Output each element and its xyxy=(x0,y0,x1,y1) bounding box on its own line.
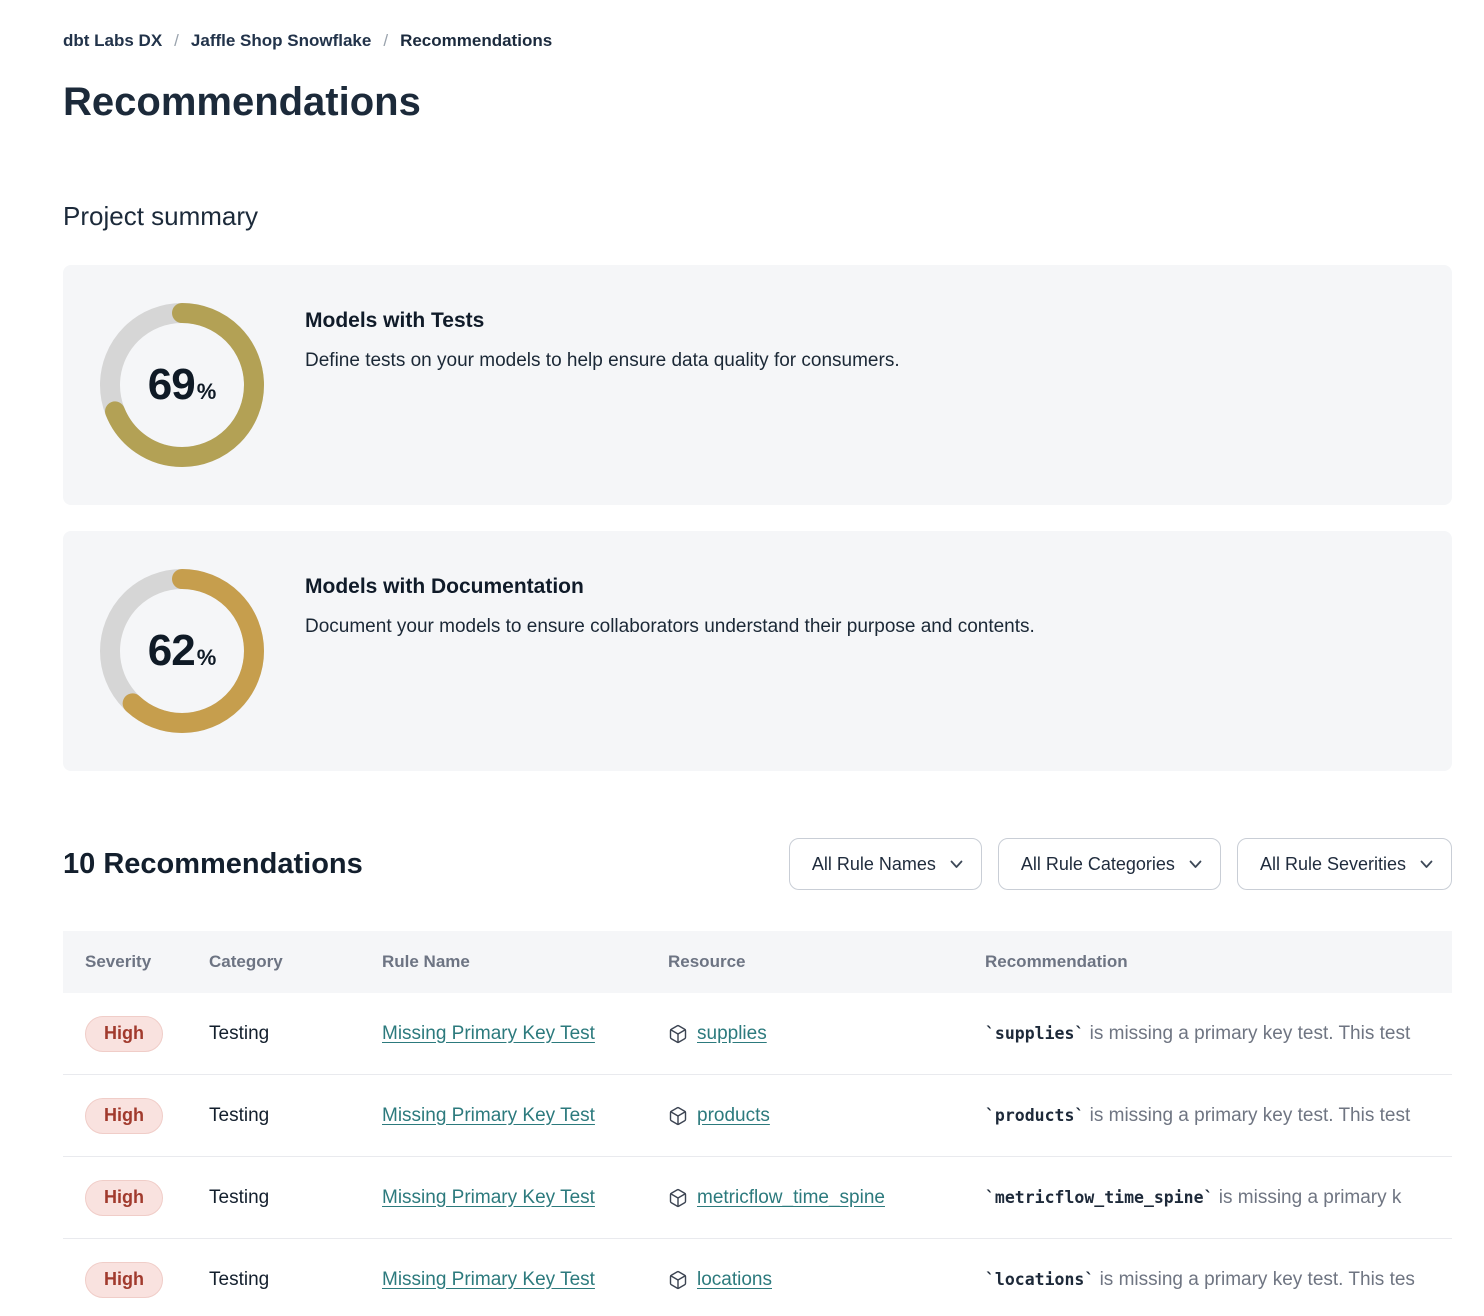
recommendation-code: `metricflow_time_spine` xyxy=(985,1187,1214,1207)
recommendations-table-body: High Testing Missing Primary Key Test su… xyxy=(63,993,1452,1316)
resource-link[interactable]: supplies xyxy=(697,1022,767,1044)
recommendation-code: `locations` xyxy=(985,1269,1095,1289)
table-row: High Testing Missing Primary Key Test me… xyxy=(63,1157,1452,1239)
recommendation-cell: `supplies` is missing a primary key test… xyxy=(985,1023,1452,1045)
recommendation-text: is missing a primary key test. This tes xyxy=(1099,1268,1415,1290)
card-title-models-with-documentation: Models with Documentation xyxy=(305,575,584,598)
card-description: Define tests on your models to help ensu… xyxy=(305,350,900,371)
rule-name-link[interactable]: Missing Primary Key Test xyxy=(382,1186,595,1208)
recommendation-text: is missing a primary k xyxy=(1218,1186,1402,1208)
recommendation-cell: `metricflow_time_spine` is missing a pri… xyxy=(985,1187,1452,1209)
percent-value: 62 xyxy=(147,626,196,675)
recommendations-count-heading: 10 Recommendations xyxy=(63,847,363,880)
filters-bar: All Rule Names All Rule Categories All R… xyxy=(788,838,1452,890)
donut-percent: 69 % xyxy=(100,303,264,467)
table-row: High Testing Missing Primary Key Test su… xyxy=(63,993,1452,1075)
severity-badge: High xyxy=(85,1261,163,1298)
recommendation-cell: `locations` is missing a primary key tes… xyxy=(985,1269,1452,1291)
donut-percent: 62 % xyxy=(100,569,264,733)
category-cell: Testing xyxy=(209,1104,270,1126)
category-cell: Testing xyxy=(209,1186,270,1208)
category-cell: Testing xyxy=(209,1022,270,1044)
percent-sign: % xyxy=(196,645,217,670)
recommendation-text: is missing a primary key test. This test xyxy=(1089,1022,1411,1044)
donut-svg xyxy=(100,303,264,467)
chevron-down-icon xyxy=(1189,860,1202,868)
recommendation-code: `supplies` xyxy=(985,1023,1085,1043)
resource-link[interactable]: locations xyxy=(697,1268,772,1290)
summary-card-documentation: 62 % Models with Documentation Document … xyxy=(63,531,1452,771)
percent-sign: % xyxy=(196,379,217,404)
chevron-down-icon xyxy=(1420,860,1433,868)
breadcrumb-item-environment[interactable]: Jaffle Shop Snowflake xyxy=(190,31,372,50)
column-header-category: Category xyxy=(209,952,283,971)
rule-name-link[interactable]: Missing Primary Key Test xyxy=(382,1268,595,1290)
filter-rule-severities-dropdown[interactable]: All Rule Severities xyxy=(1236,838,1452,890)
category-cell: Testing xyxy=(209,1268,270,1290)
column-header-resource: Resource xyxy=(668,952,746,971)
column-header-severity: Severity xyxy=(85,952,152,971)
breadcrumb-separator: / xyxy=(174,31,179,50)
filter-rule-names-dropdown[interactable]: All Rule Names xyxy=(788,838,982,890)
severity-badge: High xyxy=(85,1097,163,1134)
resource-link[interactable]: metricflow_time_spine xyxy=(697,1186,885,1208)
percent-value: 69 xyxy=(147,360,196,409)
breadcrumb-item-project[interactable]: dbt Labs DX xyxy=(63,31,163,50)
project-summary-heading: Project summary xyxy=(63,201,259,231)
recommendation-cell: `products` is missing a primary key test… xyxy=(985,1105,1452,1127)
filter-label: All Rule Severities xyxy=(1259,853,1406,874)
page-title: Recommendations xyxy=(63,80,421,124)
card-description: Document your models to ensure collabora… xyxy=(305,616,1035,637)
severity-badge: High xyxy=(85,1015,163,1052)
table-header-row: Severity Category Rule Name Resource Rec… xyxy=(63,931,1452,993)
card-title-models-with-tests: Models with Tests xyxy=(305,309,485,332)
recommendations-table: Severity Category Rule Name Resource Rec… xyxy=(63,931,1452,1316)
column-header-rule-name: Rule Name xyxy=(382,952,470,971)
filter-label: All Rule Names xyxy=(811,853,936,874)
chevron-down-icon xyxy=(950,860,963,868)
resource-link[interactable]: products xyxy=(697,1104,770,1126)
recommendation-text: is missing a primary key test. This test xyxy=(1089,1104,1411,1126)
model-cube-icon xyxy=(669,1188,687,1207)
breadcrumb: dbt Labs DX / Jaffle Shop Snowflake / Re… xyxy=(63,30,1452,52)
model-cube-icon xyxy=(669,1024,687,1043)
model-cube-icon xyxy=(669,1106,687,1125)
breadcrumb-item-current: Recommendations xyxy=(400,31,553,50)
breadcrumb-separator: / xyxy=(383,31,389,50)
table-row: High Testing Missing Primary Key Test lo… xyxy=(63,1239,1452,1316)
rule-name-link[interactable]: Missing Primary Key Test xyxy=(382,1104,595,1126)
column-header-recommendation: Recommendation xyxy=(985,952,1128,971)
severity-badge: High xyxy=(85,1179,163,1216)
recommendation-code: `products` xyxy=(985,1105,1085,1125)
filter-label: All Rule Categories xyxy=(1020,853,1175,874)
model-cube-icon xyxy=(669,1270,687,1289)
rule-name-link[interactable]: Missing Primary Key Test xyxy=(382,1022,595,1044)
filter-rule-categories-dropdown[interactable]: All Rule Categories xyxy=(997,838,1221,890)
donut-svg xyxy=(100,569,264,733)
documentation-donut-chart: 62 % xyxy=(100,569,264,733)
table-row: High Testing Missing Primary Key Test pr… xyxy=(63,1075,1452,1157)
tests-donut-chart: 69 % xyxy=(100,303,264,467)
summary-card-tests: 69 % Models with Tests Define tests on y… xyxy=(63,265,1452,505)
